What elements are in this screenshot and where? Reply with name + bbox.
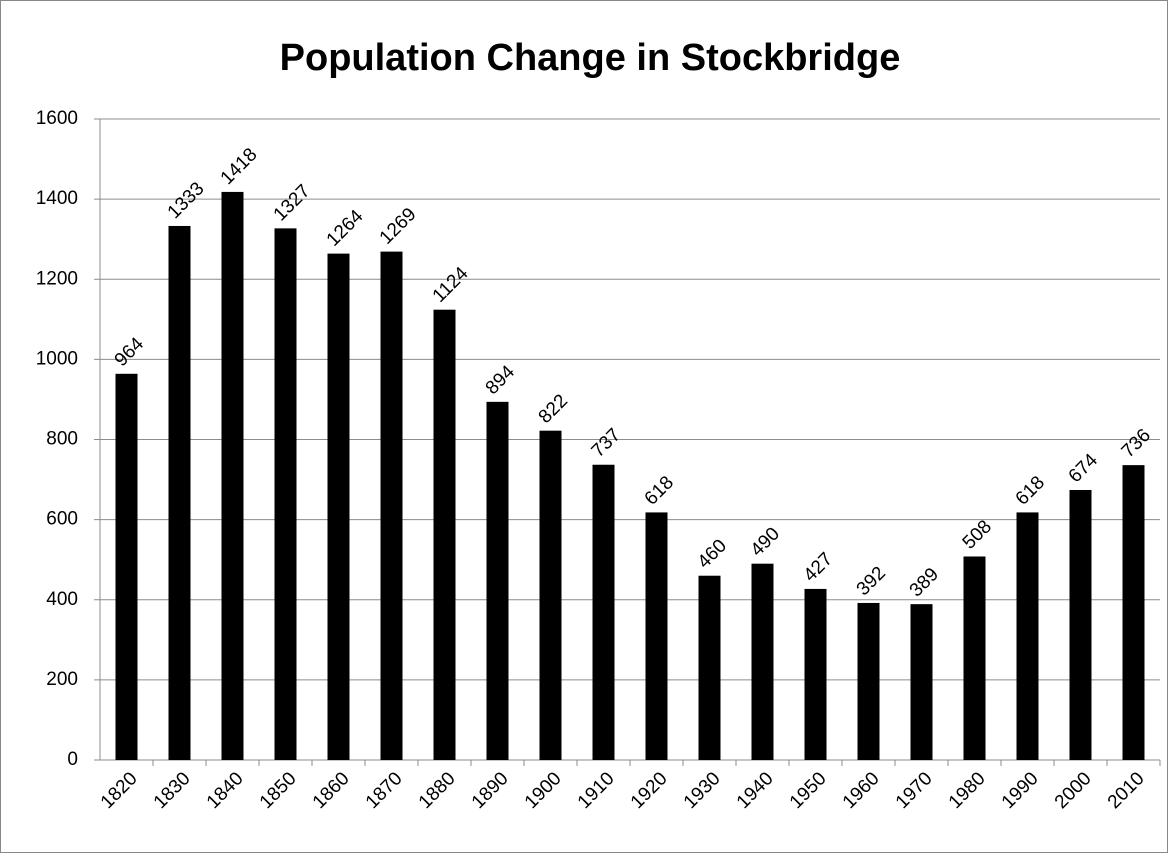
bar [486, 401, 509, 760]
y-tick-label: 1400 [36, 188, 78, 209]
bar [1122, 465, 1145, 760]
bar [327, 253, 350, 761]
bar [910, 604, 933, 760]
y-tick-label: 600 [46, 509, 78, 530]
bar [1016, 512, 1039, 760]
bar [804, 588, 827, 760]
chart-title: Population Change in Stockbridge [280, 37, 901, 79]
bar [168, 225, 191, 761]
bar [857, 602, 880, 760]
bar [433, 309, 456, 760]
bar [592, 464, 615, 760]
bar [698, 575, 721, 760]
bar [539, 430, 562, 760]
bar [274, 228, 297, 761]
bar [963, 556, 986, 760]
y-tick-label: 400 [46, 589, 78, 610]
bar [645, 512, 668, 760]
y-tick-label: 1200 [36, 268, 78, 289]
y-tick-label: 0 [67, 749, 78, 770]
y-tick-label: 200 [46, 669, 78, 690]
y-tick-label: 800 [46, 429, 78, 450]
bar [380, 251, 403, 760]
bar [221, 191, 244, 760]
bar [1069, 489, 1092, 760]
bar [751, 563, 774, 760]
bar [115, 373, 138, 760]
y-tick-label: 1600 [36, 108, 78, 129]
y-tick-label: 1000 [36, 348, 78, 369]
